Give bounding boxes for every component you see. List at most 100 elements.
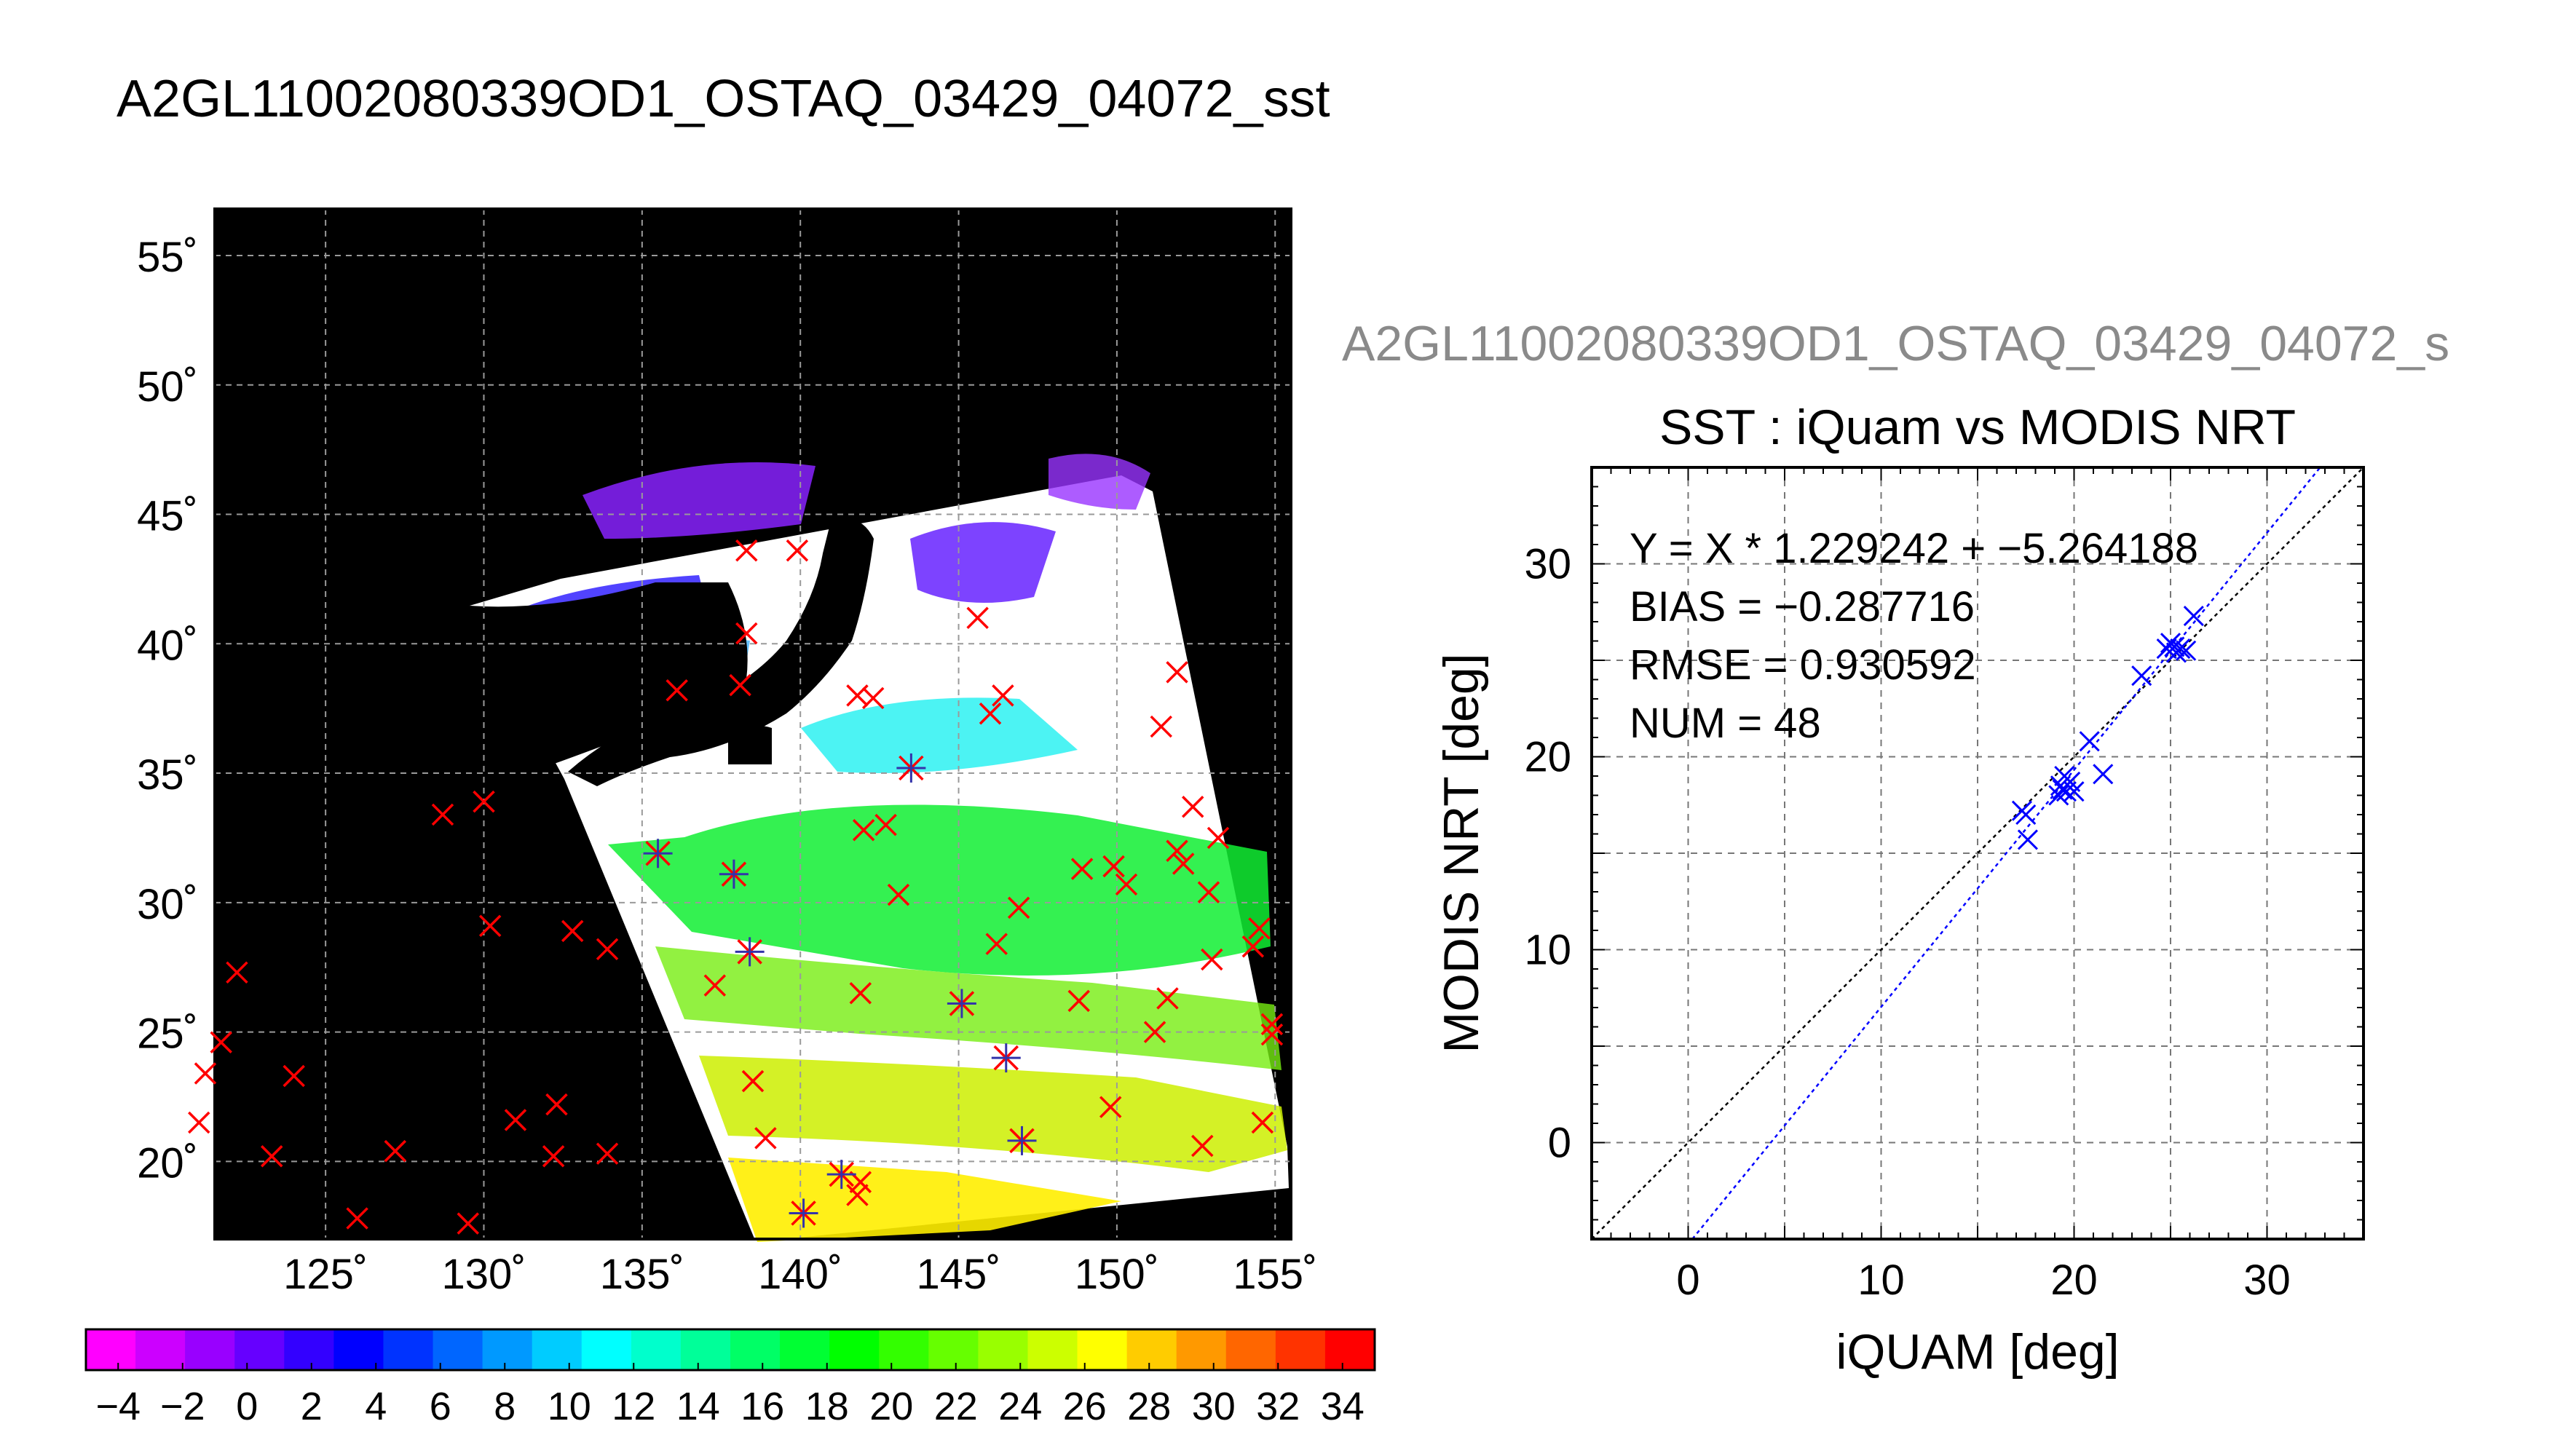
scatter-y-axis-label: MODIS NRT [deg]: [1434, 653, 1489, 1053]
scatter-y-tick-label: 20: [1524, 734, 1571, 781]
scatter-point: [2079, 731, 2100, 752]
regression-line: [1691, 467, 2321, 1240]
map-marker: [741, 1069, 765, 1093]
map-lat-tick-label: 35˚: [137, 751, 198, 799]
map-marker: [1207, 826, 1230, 850]
map-lon-tick-label: 135˚: [600, 1251, 684, 1298]
map-lat-tick-label: 50˚: [137, 363, 198, 411]
map-marker: [1197, 881, 1220, 903]
map-marker-stroke: [1172, 852, 1195, 875]
map-marker-stroke: [346, 1207, 368, 1230]
scatter-x-tick-label: 0: [1676, 1257, 1699, 1304]
map-marker-stroke: [849, 1171, 872, 1194]
scatter-point-stroke: [2017, 829, 2038, 850]
map-marker-stroke: [545, 1093, 568, 1116]
map-marker: [735, 539, 758, 562]
colorbar-cell: [433, 1329, 483, 1370]
map-marker-stroke: [1115, 873, 1138, 896]
colorbar-cell: [581, 1329, 632, 1370]
scatter-point: [2093, 764, 2114, 785]
map-marker-stroke: [596, 1142, 619, 1165]
map-marker-matched: [947, 989, 976, 1018]
map-lat-tick-label: 40˚: [137, 622, 198, 669]
colorbar-tick-label: 2: [301, 1385, 323, 1428]
colorbar-cell: [829, 1329, 880, 1370]
map-lat-tick-label: 45˚: [137, 493, 198, 540]
scatter-point-stroke: [2015, 804, 2037, 826]
scatter-point-stroke: [2060, 771, 2081, 793]
map-marker: [1260, 1023, 1284, 1046]
map-marker: [1201, 948, 1223, 971]
map-marker-stroke: [1156, 987, 1179, 1010]
iquam-markers-red: [188, 539, 1284, 1235]
map-marker-stroke: [596, 938, 619, 961]
figure-title: A2GL11002080339OD1_OSTAQ_03429_04072_sst: [117, 70, 1330, 128]
map-marker-stroke: [992, 684, 1014, 707]
map-marker-stroke: [226, 961, 248, 984]
map-marker-stroke: [754, 1127, 777, 1150]
colorbar-cell: [780, 1329, 830, 1370]
colorbar-cells: [86, 1329, 1375, 1370]
map-lat-tick-label: 25˚: [137, 1010, 198, 1058]
scatter-point: [2176, 640, 2197, 661]
colorbar-cell: [234, 1329, 285, 1370]
map-marker: [887, 883, 910, 906]
map-marker-stroke: [1067, 989, 1090, 1013]
colorbar-cell: [1275, 1329, 1326, 1370]
scatter-stats-line: RMSE = 0.930592: [1630, 641, 1976, 689]
map-marker-stroke: [261, 1144, 283, 1168]
map-marker: [457, 1212, 480, 1235]
scatter-reference-lines: [1591, 467, 2364, 1240]
map-marker-stroke: [1150, 715, 1173, 738]
scatter-stats-annotation: Y = X * 1.229242 + −5.264188 BIAS = −0.28…: [1630, 525, 2198, 747]
colorbar-cell: [86, 1329, 136, 1370]
colorbar-tick-label: 20: [869, 1385, 913, 1428]
map-marker-stroke: [384, 1139, 407, 1163]
scatter-point-stroke: [2064, 781, 2085, 802]
map-marker-stroke: [1241, 935, 1265, 958]
sst-zone-12-16: [801, 697, 1078, 773]
map-marker: [1099, 1096, 1122, 1118]
map-marker-stroke: [561, 919, 584, 943]
map-marker: [1251, 1111, 1274, 1134]
scatter-x-tick-label: 10: [1857, 1257, 1905, 1304]
map-marker-stroke: [194, 1062, 217, 1085]
map-marker-stroke: [735, 539, 758, 562]
colorbar-tick-label: 10: [548, 1385, 591, 1428]
sst-zone-0-2-north: [583, 462, 816, 539]
map-marker: [1182, 796, 1204, 818]
scatter-point-stroke: [2176, 640, 2197, 661]
map-marker-stroke: [1260, 1013, 1284, 1036]
map-lon-tick-label: 130˚: [441, 1251, 526, 1298]
map-marker-stroke: [542, 1144, 565, 1168]
colorbar-cell: [1126, 1329, 1177, 1370]
map-marker: [846, 1184, 869, 1206]
map-marker: [478, 914, 502, 938]
map-marker: [861, 687, 885, 710]
colorbar-tick-label: 16: [741, 1385, 784, 1428]
map-lon-tick-label: 125˚: [283, 1251, 368, 1298]
map-marker: [596, 1142, 619, 1165]
map-marker-matched: [719, 859, 749, 889]
sst-zone-28-30: [728, 1158, 1121, 1242]
colorbar-cell: [730, 1329, 781, 1370]
colorbar-cell: [284, 1329, 334, 1370]
map-marker: [504, 1109, 527, 1131]
colorbar-tick-label: 12: [612, 1385, 655, 1428]
colorbar-tick-label: 4: [365, 1385, 387, 1428]
scatter-point: [2170, 638, 2191, 660]
map-marker-stroke: [1201, 948, 1223, 971]
colorbar-cell: [383, 1329, 434, 1370]
colorbar-cell: [1176, 1329, 1227, 1370]
map-marker: [1166, 839, 1188, 862]
colorbar-cell: [532, 1329, 583, 1370]
honshu-land: [568, 519, 874, 786]
map-marker-matched: [735, 937, 765, 967]
map-marker: [473, 790, 495, 813]
colorbar-tick-label: 6: [430, 1385, 451, 1428]
map-frame: [213, 207, 1292, 1241]
map-lat-tick-label: 55˚: [137, 234, 198, 281]
map-marker-stroke: [666, 679, 688, 702]
kyushu-land: [728, 725, 772, 764]
